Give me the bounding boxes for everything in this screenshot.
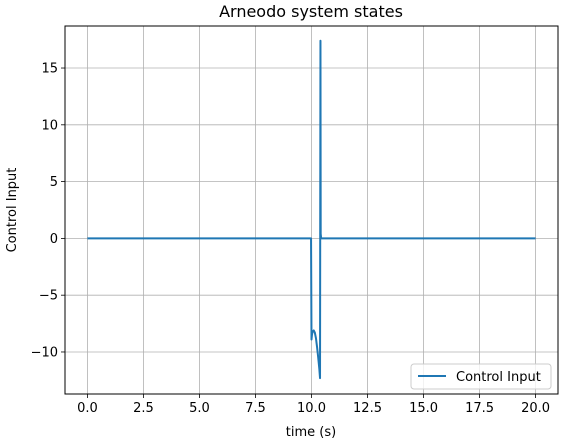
x-tick-label: 10.0 bbox=[297, 401, 326, 416]
legend-label-control-input: Control Input bbox=[456, 370, 541, 385]
y-tick-label: −5 bbox=[39, 289, 58, 304]
legend-box bbox=[410, 363, 552, 390]
x-tick-label: 12.5 bbox=[353, 401, 382, 416]
x-tick-label: 5.0 bbox=[189, 401, 210, 416]
series-layer bbox=[87, 39, 536, 380]
series-line-control-input bbox=[87, 39, 536, 380]
x-tick-label: 7.5 bbox=[245, 401, 266, 416]
x-tick-label: 0.0 bbox=[77, 401, 98, 416]
x-tick-label: 15.0 bbox=[409, 401, 438, 416]
x-tick-label: 2.5 bbox=[133, 401, 154, 416]
x-tick-label: 20.0 bbox=[521, 401, 550, 416]
x-axis-label: time (s) bbox=[286, 425, 336, 440]
y-tick-label: −10 bbox=[31, 345, 58, 360]
x-tick-label: 17.5 bbox=[465, 401, 494, 416]
y-tick-label: 5 bbox=[50, 175, 58, 190]
y-tick-label: 10 bbox=[41, 118, 58, 133]
y-axis-label: Control Input bbox=[5, 168, 20, 253]
y-tick-label: 15 bbox=[41, 62, 58, 77]
legend: Control Input bbox=[410, 363, 552, 390]
y-tick-label: 0 bbox=[50, 232, 58, 247]
chart-title: Arneodo system states bbox=[219, 2, 403, 21]
ticks: 0.0 2.5 5.0 7.5 10.0 12.5 15.0 17.5 20.0 −10 −5 0 5 1… bbox=[31, 62, 551, 416]
